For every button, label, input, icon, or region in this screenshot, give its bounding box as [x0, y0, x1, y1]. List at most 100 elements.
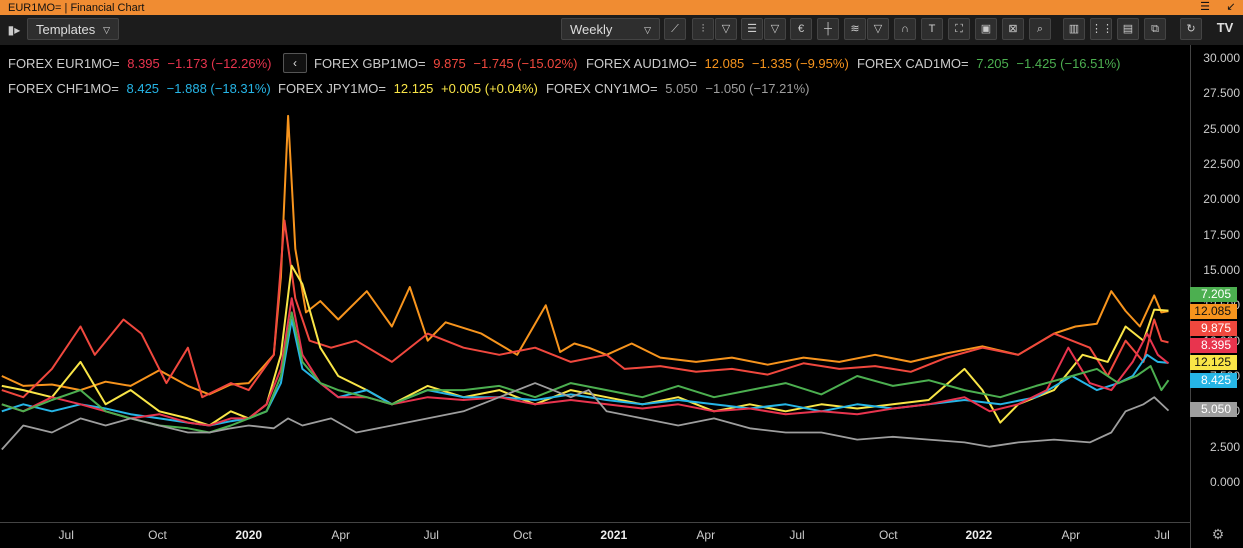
tradingview-logo-icon: TV: [1216, 20, 1234, 35]
legend-pct: (−9.95%): [795, 56, 849, 71]
legend-value: 8.395: [127, 56, 160, 71]
series-line-eur1mo[interactable]: [1, 297, 1170, 427]
y-tick-label: 2.500: [1209, 439, 1240, 454]
legend-pct: (−15.02%): [517, 56, 578, 71]
candle-chart-icon[interactable]: ⫶: [692, 18, 714, 40]
chevron-down-icon: ▽: [103, 25, 110, 35]
last-value-badge: 9.875: [1190, 321, 1237, 336]
x-tick-label: 2020: [235, 528, 263, 542]
legend-value: 9.875: [433, 56, 466, 71]
y-tick-label: 15.000: [1203, 263, 1240, 277]
y-tick-label: 30.000: [1203, 51, 1240, 65]
legend-label: FOREX AUD1MO=: [586, 56, 697, 71]
legend-label: FOREX CAD1MO=: [857, 56, 969, 71]
last-value-badge: 7.205: [1190, 287, 1237, 302]
compare-icon[interactable]: ⧉: [1144, 18, 1166, 40]
bar-chart-icon[interactable]: ▥: [1063, 18, 1085, 40]
dropdown-chevron-icon[interactable]: ▽: [764, 18, 786, 40]
legend-value: 12.085: [704, 56, 745, 71]
zoom-box-icon[interactable]: ⛶: [948, 18, 970, 40]
legend-pct: (−17.21%): [749, 81, 810, 96]
dropdown-chevron-icon[interactable]: ▽: [715, 18, 737, 40]
series-line-cad1mo[interactable]: [1, 311, 1170, 434]
legend-change: −1.888: [166, 81, 207, 96]
legend-change: +0.005: [441, 81, 482, 96]
x-axis-divider: [0, 522, 1190, 523]
series-line-gbp1mo[interactable]: [1, 219, 1169, 399]
x-tick-label: Jul: [423, 528, 439, 542]
grid-icon[interactable]: ⋮⋮: [1090, 18, 1113, 40]
y-tick-label: 0.000: [1209, 475, 1240, 489]
series-line-aud1mo[interactable]: [1, 114, 1169, 396]
legend-change: −1.335: [751, 56, 793, 71]
chevron-down-icon: ▽: [644, 25, 651, 35]
x-tick-label: Jul: [58, 528, 74, 542]
legend-pct: (−18.31%): [210, 81, 271, 96]
indicators-list-icon[interactable]: ☰: [741, 18, 763, 40]
legend-item-cny: FOREX CNY1MO= 5.050 −1.050 (−17.21%): [546, 81, 810, 96]
menu-icon[interactable]: ☰: [1200, 1, 1210, 13]
last-value-badge: 8.395: [1190, 338, 1237, 353]
legend-pct: (+0.04%): [484, 81, 538, 96]
last-value-badge: 5.050: [1190, 402, 1237, 417]
chart-toolbar: ▮▸ Templates ▽ Weekly ▽ ⟋ ⫶ ▽ ☰ ▽ € ┼ ≋ …: [0, 15, 1243, 45]
templates-dropdown[interactable]: Templates ▽: [27, 18, 119, 40]
templates-label: Templates: [36, 22, 96, 37]
legend-item-gbp: FOREX GBP1MO= 9.875 −1.745 (−15.02%): [314, 56, 578, 71]
legend-label: FOREX EUR1MO=: [8, 56, 120, 71]
x-tick-label: Oct: [148, 528, 167, 542]
sidebar-toggle-icon[interactable]: ▮▸: [7, 23, 21, 37]
window-title: EUR1MO= | Financial Chart: [8, 1, 145, 14]
last-value-badge: 12.125: [1190, 355, 1237, 370]
legend-value: 8.425: [126, 81, 160, 96]
legend-item-jpy: FOREX JPY1MO= 12.125 +0.005 (+0.04%): [278, 81, 538, 96]
x-tick-label: 2022: [965, 528, 993, 542]
last-value-badge: 12.085: [1190, 304, 1237, 319]
dropdown-chevron-icon[interactable]: ▽: [867, 18, 889, 40]
text-icon[interactable]: T: [921, 18, 943, 40]
x-tick-label: 2021: [600, 528, 628, 542]
x-tick-label: Oct: [878, 528, 898, 542]
legend-change: −1.050: [705, 81, 746, 96]
legend-value: 12.125: [393, 81, 434, 96]
crosshair-icon[interactable]: ┼: [817, 18, 839, 40]
currency-icon[interactable]: €: [790, 18, 812, 40]
legend-value: 7.205: [976, 56, 1009, 71]
legend-change: −1.745: [473, 56, 514, 71]
magnet-icon[interactable]: ∩: [894, 18, 916, 40]
restore-icon[interactable]: ↙: [1226, 1, 1236, 13]
legend-item-aud: FOREX AUD1MO= 12.085 −1.335 (−9.95%): [586, 56, 849, 71]
chart-plot-area[interactable]: [0, 45, 1190, 522]
y-tick-label: 27.500: [1203, 86, 1240, 101]
collapse-legend-button[interactable]: ‹: [283, 53, 307, 73]
legend-item-cad: FOREX CAD1MO= 7.205 −1.425 (−16.51%): [857, 56, 1121, 71]
last-value-badge: 8.425: [1190, 373, 1237, 388]
legend-value: 5.050: [665, 81, 698, 96]
settings-gear-icon[interactable]: ⚙: [1211, 526, 1225, 542]
y-tick-label: 25.000: [1203, 121, 1240, 136]
y-tick-label: 17.500: [1203, 227, 1240, 242]
legend-label: FOREX GBP1MO=: [314, 56, 426, 71]
studies-icon[interactable]: ≋: [844, 18, 866, 40]
search-icon[interactable]: ⌕: [1029, 18, 1051, 40]
x-tick-label: Apr: [331, 528, 351, 542]
x-tick-label: Oct: [513, 528, 532, 542]
fit-icon[interactable]: ▣: [975, 18, 997, 40]
interval-label: Weekly: [570, 22, 613, 37]
x-tick-label: Apr: [696, 528, 716, 542]
y-tick-label: 22.500: [1203, 157, 1240, 171]
legend-label: FOREX CNY1MO=: [546, 81, 658, 96]
line-chart-icon[interactable]: ⟋: [664, 18, 686, 40]
legend-change: −1.173: [167, 56, 208, 71]
legend-item-chf: FOREX CHF1MO= 8.425 −1.888 (−18.31%): [8, 81, 271, 96]
legend-change: −1.425: [1016, 56, 1057, 71]
y-tick-label: 20.000: [1203, 192, 1240, 207]
refresh-icon[interactable]: ↻: [1180, 18, 1202, 40]
panel-icon[interactable]: ▤: [1117, 18, 1139, 40]
x-tick-label: Jul: [789, 528, 805, 542]
legend-label: FOREX JPY1MO=: [278, 81, 386, 96]
interval-dropdown[interactable]: Weekly ▽: [561, 18, 660, 40]
series-line-cny1mo[interactable]: [1, 382, 1170, 451]
window-titlebar: EUR1MO= | Financial Chart ☰ ↙: [0, 0, 1243, 15]
reset-zoom-icon[interactable]: ⊠: [1002, 18, 1024, 40]
